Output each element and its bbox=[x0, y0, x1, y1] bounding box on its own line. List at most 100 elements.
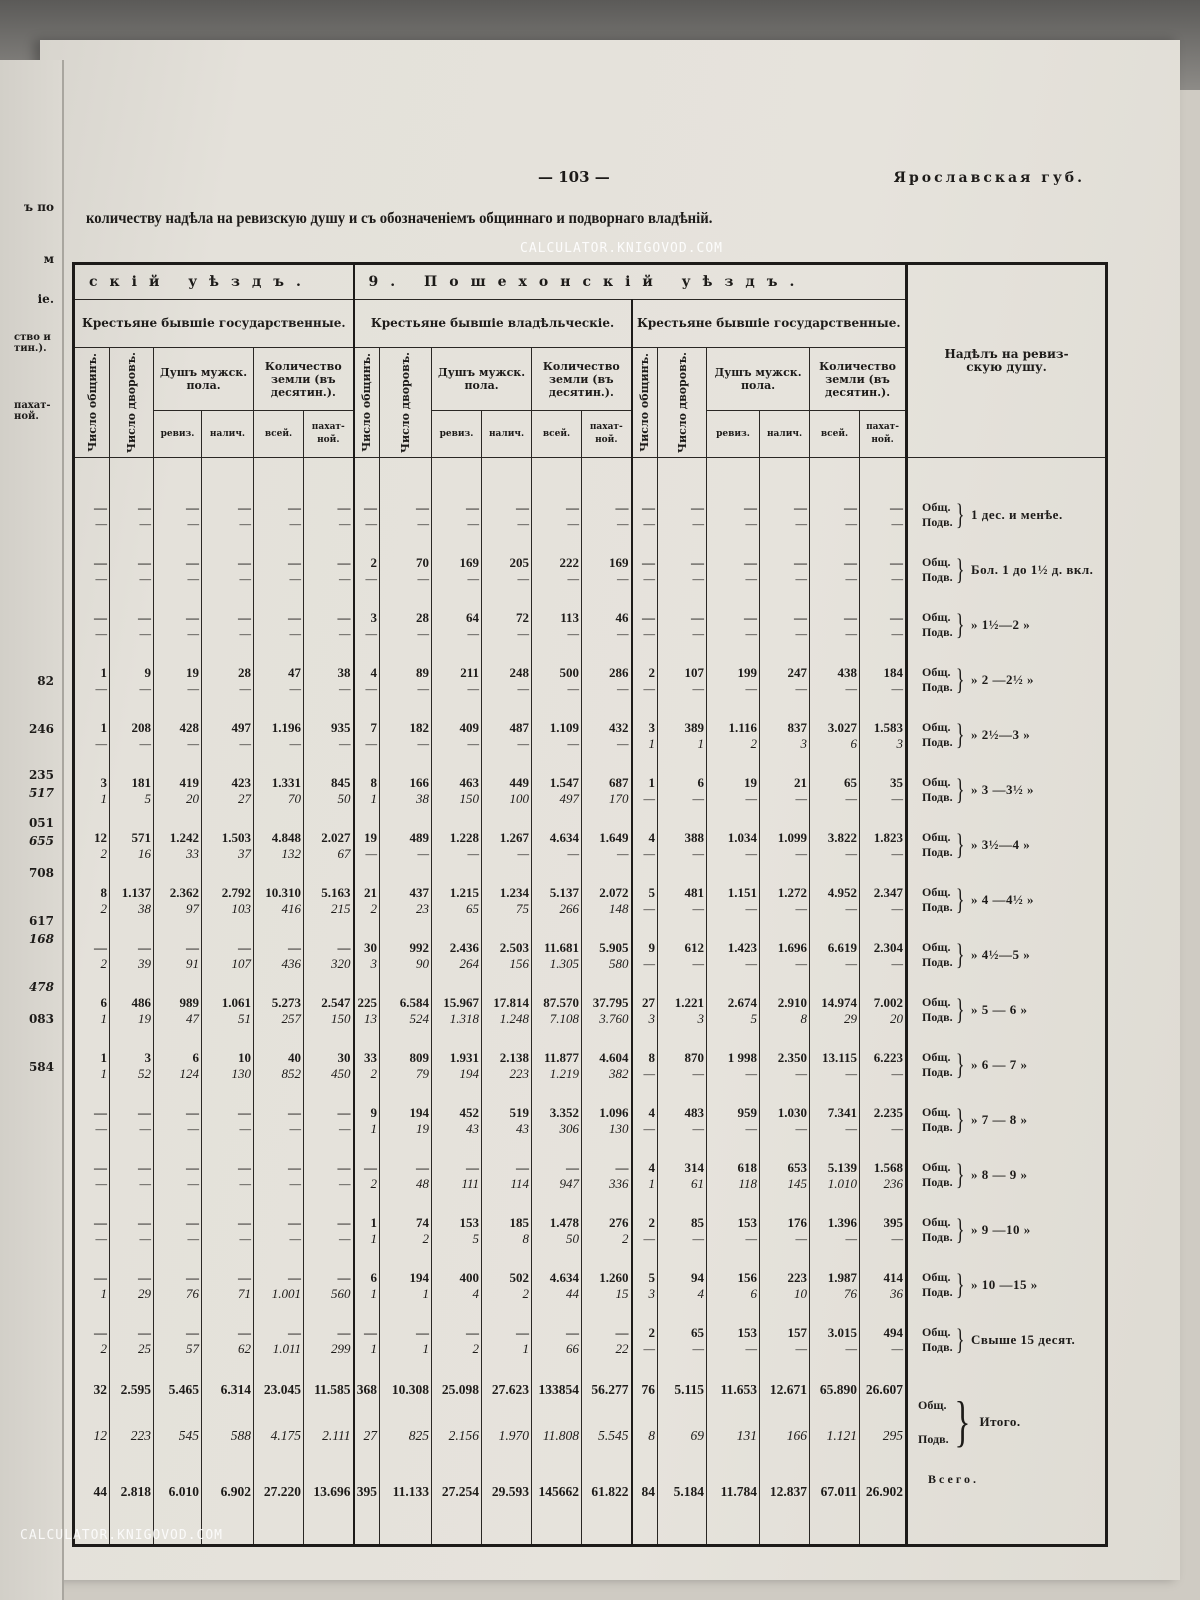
communal-value: 6.223 bbox=[873, 1050, 904, 1065]
allotment-label: Общ. Подв.} » 9 —10 » bbox=[908, 1215, 1105, 1245]
household-value: 1 bbox=[370, 1341, 378, 1356]
household-value: — bbox=[139, 1231, 151, 1246]
left-fragment-number: 82 bbox=[37, 674, 54, 688]
household-value: 22 bbox=[615, 1341, 629, 1356]
communal-value: 992 bbox=[409, 940, 430, 955]
household-value: — bbox=[795, 626, 808, 641]
data-cell: 2.503 156 bbox=[481, 932, 532, 987]
communal-value: 2.350 bbox=[777, 1050, 808, 1065]
peasant-group-row: Крестьяне бывшіе государственные. Крестья… bbox=[72, 299, 1107, 348]
data-cell: 2.235— bbox=[859, 1097, 907, 1152]
data-cell: — — bbox=[153, 1152, 202, 1207]
household-value: 150 bbox=[331, 1011, 351, 1026]
total-cell: 223 bbox=[109, 1418, 154, 1464]
data-cell: 47— bbox=[253, 657, 304, 712]
brace-icon: } bbox=[955, 718, 965, 751]
data-cell: — — bbox=[253, 1097, 304, 1152]
communes-header-text: Число общинъ. bbox=[85, 353, 99, 452]
total-cell: 825 bbox=[379, 1418, 432, 1464]
communal-value: 6 bbox=[370, 1270, 378, 1285]
allotment-range: » 6 — 7 » bbox=[971, 1057, 1028, 1072]
household-value: 33 bbox=[186, 846, 199, 861]
data-cell: 11.877 1.219 bbox=[531, 1042, 582, 1097]
household-value: — bbox=[692, 791, 705, 806]
household-value: 450 bbox=[331, 1066, 351, 1081]
data-cell: 40 852 bbox=[253, 1042, 304, 1097]
vsego-label: Всего. bbox=[928, 1472, 979, 1486]
communal-value: 1.061 bbox=[221, 995, 251, 1010]
household-value: — bbox=[616, 571, 629, 586]
household-label: Подв. bbox=[922, 515, 953, 529]
communal-value: 40 bbox=[288, 1050, 301, 1065]
household-value: — bbox=[417, 626, 430, 641]
table-row: — — — — — — — — — — — — — — — — — — — — — — — — — — — — — — — — — — — — Общ.… bbox=[73, 492, 1107, 547]
communal-value: 3.822 bbox=[827, 830, 858, 845]
brace-icon: } bbox=[955, 608, 965, 641]
allotment-range: » 9 —10 » bbox=[971, 1222, 1031, 1237]
data-cell: 2.347— bbox=[859, 877, 907, 932]
communal-value: — bbox=[186, 1325, 199, 1340]
household-value: 2 bbox=[100, 956, 108, 971]
household-value: 61 bbox=[691, 1176, 705, 1191]
household-value: 65 bbox=[466, 901, 480, 916]
data-cell: 35— bbox=[859, 767, 907, 822]
allotment-range: » 2 —2½ » bbox=[971, 672, 1034, 687]
data-cell: 837 3 bbox=[759, 712, 810, 767]
allotment-label-cell: Общ. Подв.} » 5 — 6 » bbox=[905, 987, 1107, 1042]
communal-value: — bbox=[615, 1325, 629, 1340]
communal-value: — bbox=[138, 1325, 151, 1340]
data-cell: 481— bbox=[657, 877, 707, 932]
communal-value: 502 bbox=[509, 1270, 530, 1285]
communal-value: — bbox=[794, 610, 808, 625]
communal-value: 153 bbox=[459, 1215, 480, 1230]
brace-icon: } bbox=[955, 1048, 965, 1081]
data-cell: 1 998— bbox=[706, 1042, 760, 1097]
data-cell: —1.011 bbox=[253, 1317, 304, 1372]
data-cell: 1.649— bbox=[581, 822, 632, 877]
grand-total-cell: 61.822 bbox=[581, 1464, 632, 1546]
data-cell: 74 2 bbox=[379, 1207, 432, 1262]
household-value: 1 bbox=[100, 1066, 108, 1081]
data-cell: 452 43 bbox=[431, 1097, 482, 1152]
household-value: — bbox=[845, 846, 858, 861]
communal-value: 6.584 bbox=[399, 995, 430, 1010]
communal-value: 1.568 bbox=[873, 1160, 904, 1175]
total-cell: 166 bbox=[759, 1418, 810, 1464]
household-value: 264 bbox=[459, 956, 480, 971]
household-value: 1 bbox=[422, 1341, 430, 1356]
household-label: Подв. bbox=[922, 1010, 953, 1024]
data-cell: 4.848 132 bbox=[253, 822, 304, 877]
household-value: — bbox=[517, 626, 530, 641]
allotment-label-cell: Общ. Подв.} » 2½—3 » bbox=[905, 712, 1107, 767]
table-row: — — — — — — — — — — — —1 1 74 2 153 5 185 8 1.478 50 276 2 2—85… bbox=[73, 1207, 1107, 1262]
data-cell: —436 bbox=[253, 932, 304, 987]
household-value: — bbox=[467, 681, 480, 696]
household-value: — bbox=[567, 736, 580, 751]
data-cell: 107— bbox=[657, 657, 707, 712]
district-header-row: скій уѣздъ. 9. Пошехонскій уѣздъ. Надѣлъ н… bbox=[72, 263, 1107, 458]
communal-value: 33 bbox=[364, 1050, 378, 1065]
communes-header-text: Число общинъ. bbox=[638, 353, 652, 452]
allotment-range: » 4½—5 » bbox=[971, 947, 1031, 962]
brace-icon: } bbox=[953, 1391, 971, 1453]
household-value: 67 bbox=[337, 846, 351, 861]
data-cell: — — bbox=[759, 602, 810, 657]
household-value: — bbox=[643, 681, 656, 696]
data-cell: 5.163 215 bbox=[302, 877, 354, 932]
communal-value: — bbox=[186, 940, 199, 955]
household-value: — bbox=[845, 626, 858, 641]
total-cell: 133854 bbox=[531, 1372, 582, 1418]
data-cell: 1.823— bbox=[859, 822, 907, 877]
data-cell: 17.814 1.248 bbox=[481, 987, 532, 1042]
data-cell: 87.570 7.108 bbox=[531, 987, 582, 1042]
communal-value: 3 bbox=[370, 610, 378, 625]
communal-value: 959 bbox=[737, 1105, 758, 1120]
household-value: 4 bbox=[697, 1286, 705, 1301]
data-cell: — — bbox=[431, 492, 482, 547]
data-cell: —2 bbox=[73, 1317, 110, 1372]
ownership-labels: Общ. Подв. bbox=[922, 1215, 953, 1245]
household-value: — bbox=[95, 571, 107, 586]
communal-value: — bbox=[416, 500, 430, 515]
table-row: 3 1 181 5 419 20 423 27 1.331 70 845 50 8 1 166 38 463 15… bbox=[73, 767, 1107, 822]
